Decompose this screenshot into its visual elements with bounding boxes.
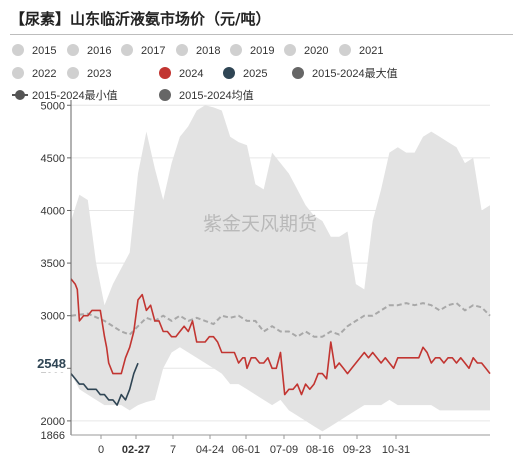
legend-marker bbox=[292, 67, 304, 79]
legend-label: 2015-2024均值 bbox=[179, 89, 254, 102]
legend-label: 2016 bbox=[87, 45, 111, 57]
x-tick-label: 10-31 bbox=[382, 444, 410, 456]
title-divider bbox=[10, 34, 513, 35]
series-2025-line bbox=[70, 362, 139, 406]
legend-label: 2022 bbox=[32, 68, 56, 80]
y-cursor-label-bg bbox=[25, 354, 67, 373]
y-tick-label: 3000 bbox=[41, 311, 65, 323]
legend-marker bbox=[67, 44, 79, 56]
plot-area bbox=[70, 105, 491, 432]
legend-item-2015-2024最大值: 2015-2024最大值 bbox=[292, 66, 398, 80]
legend-marker bbox=[121, 44, 133, 56]
legend-label: 2024 bbox=[179, 68, 203, 80]
x-tick-label: 0 bbox=[98, 444, 104, 456]
y-tick-label: 4000 bbox=[41, 205, 65, 217]
legend-marker bbox=[159, 67, 171, 79]
legend-label: 2015 bbox=[32, 45, 56, 57]
legend-marker-dot bbox=[15, 90, 25, 100]
range-band-2015-2024 bbox=[71, 105, 490, 432]
legend-marker bbox=[67, 67, 79, 79]
legend-item-2021: 2021 bbox=[339, 44, 383, 57]
legend-item-2019: 2019 bbox=[230, 44, 274, 57]
watermark: 紫金天风期货 bbox=[203, 213, 317, 235]
legend-item-2015-2024最小值: 2015-2024最小值 bbox=[12, 89, 118, 102]
legend-item-2017: 2017 bbox=[121, 44, 165, 57]
legend-item-2023: 2023 bbox=[67, 67, 111, 80]
legend-label: 2019 bbox=[250, 45, 274, 57]
legend-marker bbox=[339, 44, 351, 56]
x-tick-label: 08-16 bbox=[306, 444, 334, 456]
x-tick-label: 7 bbox=[170, 444, 176, 456]
legend-label: 2018 bbox=[196, 45, 220, 57]
legend-marker bbox=[230, 44, 242, 56]
legend-marker bbox=[284, 44, 296, 56]
x-tick-label: 07-09 bbox=[270, 444, 298, 456]
legend-item-2018: 2018 bbox=[176, 44, 220, 57]
y-tick-label: 2000 bbox=[41, 416, 65, 428]
legend-label: 2015-2024最小值 bbox=[32, 89, 118, 102]
series-2024-line bbox=[70, 278, 491, 396]
x-tick-label: 02-27 bbox=[122, 444, 150, 456]
chart-title: 【尿素】山东临沂液氨市场价（元/吨） bbox=[10, 10, 271, 28]
legend-item-2025: 2025 bbox=[223, 67, 267, 80]
legend-marker bbox=[223, 67, 235, 79]
legend-label: 2021 bbox=[359, 45, 383, 57]
legend-label: 2023 bbox=[87, 68, 111, 80]
legend: 2015 2016 2017 2018 2019 2020 2021 2022 2023 2024… bbox=[12, 44, 398, 102]
legend-label: 2015-2024最大值 bbox=[312, 66, 398, 80]
y-tick-label: 3500 bbox=[41, 258, 65, 270]
x-tick-label: 09-23 bbox=[343, 444, 371, 456]
legend-marker bbox=[176, 44, 188, 56]
y-tick-label: 5000 bbox=[41, 100, 65, 112]
legend-item-2015-2024均值: 2015-2024均值 bbox=[159, 89, 254, 102]
legend-marker bbox=[159, 89, 171, 101]
x-tick-label: 04-24 bbox=[196, 444, 224, 456]
legend-label: 2020 bbox=[304, 45, 328, 57]
legend-item-2022: 2022 bbox=[12, 67, 56, 80]
legend-label: 2025 bbox=[243, 68, 267, 80]
legend-item-2024: 2024 bbox=[159, 67, 203, 80]
x-tick-label: 06-01 bbox=[232, 444, 260, 456]
legend-item-2016: 2016 bbox=[67, 44, 111, 57]
legend-marker bbox=[12, 67, 24, 79]
legend-label: 2017 bbox=[141, 45, 165, 57]
y-min-label: 1866 bbox=[41, 430, 65, 442]
axes: 200025003000350040004500500018662548002-… bbox=[25, 100, 490, 456]
y-tick-label: 4500 bbox=[41, 153, 65, 165]
legend-marker bbox=[12, 44, 24, 56]
legend-item-2020: 2020 bbox=[284, 44, 328, 57]
y-cursor-label: 2548 bbox=[37, 356, 66, 371]
legend-item-2015: 2015 bbox=[12, 44, 56, 57]
